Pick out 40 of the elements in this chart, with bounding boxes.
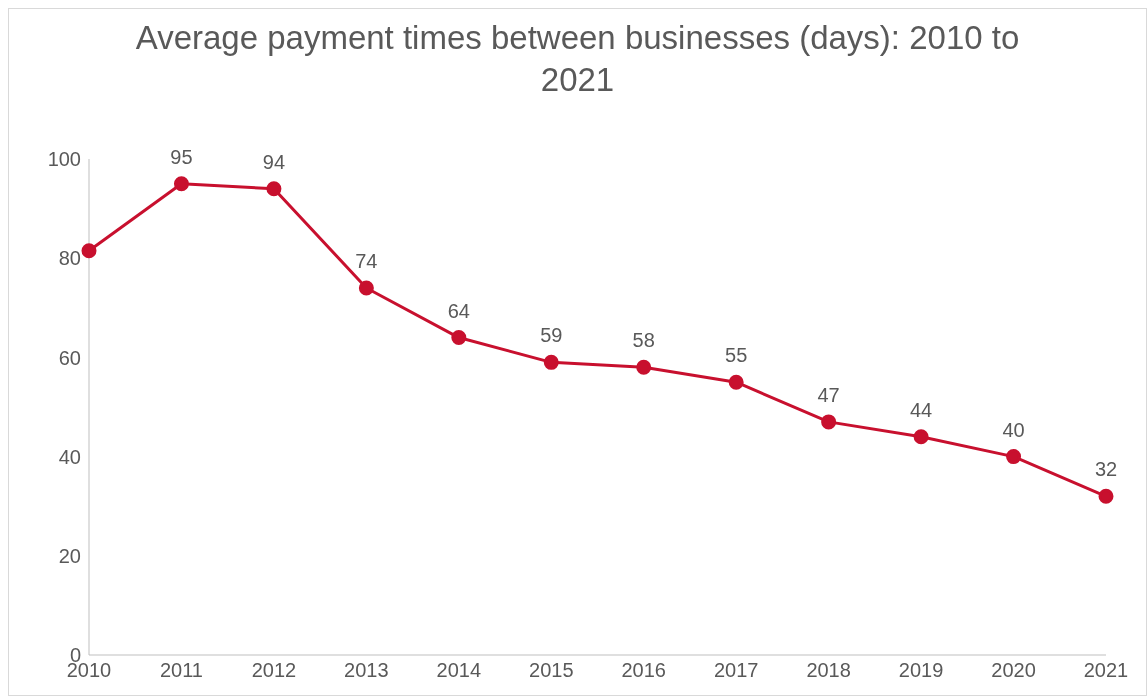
y-tick-label: 60 (58, 346, 81, 369)
point (173, 176, 189, 192)
y-tick-label: 40 (58, 445, 81, 468)
data-label: 64 (447, 299, 470, 322)
y-tick-label: 100 (47, 148, 81, 171)
data-label: 40 (1002, 418, 1025, 441)
point (266, 181, 282, 197)
data-label: 32 (1094, 458, 1118, 481)
point (821, 414, 837, 430)
chart-title: Average payment times between businesses (days): 2010 to 2021 (134, 18, 1021, 100)
point (1006, 449, 1022, 465)
x-tick-label: 2012 (251, 659, 297, 682)
point (913, 429, 929, 445)
x-tick-label: 2015 (529, 659, 574, 682)
point (81, 243, 97, 259)
point (728, 374, 744, 390)
data-label: 47 (817, 383, 840, 406)
data-label: 74 (355, 249, 378, 272)
point (1098, 488, 1114, 504)
x-tick-label: 2013 (344, 659, 389, 682)
point (451, 330, 467, 346)
data-label: 95 (170, 145, 193, 168)
point (358, 280, 374, 296)
point (543, 354, 559, 370)
x-tick-label: 2014 (436, 659, 482, 682)
x-tick-label: 2020 (991, 659, 1036, 682)
x-tick-label: 2011 (159, 659, 203, 682)
x-tick-label: 2019 (898, 659, 944, 682)
y-tick-label: 80 (58, 247, 81, 270)
data-label: 94 (262, 150, 286, 173)
y-tick-label: 20 (58, 544, 81, 567)
data-label: 44 (909, 398, 933, 421)
point (636, 359, 652, 375)
x-tick-label: 2016 (621, 659, 666, 682)
x-tick-label: 2017 (713, 659, 759, 682)
data-label: 59 (540, 324, 563, 347)
x-tick-label: 2021 (1083, 659, 1129, 682)
x-tick-label: 2018 (806, 659, 851, 682)
data-label: 55 (725, 344, 748, 367)
data-label: 58 (632, 329, 655, 352)
